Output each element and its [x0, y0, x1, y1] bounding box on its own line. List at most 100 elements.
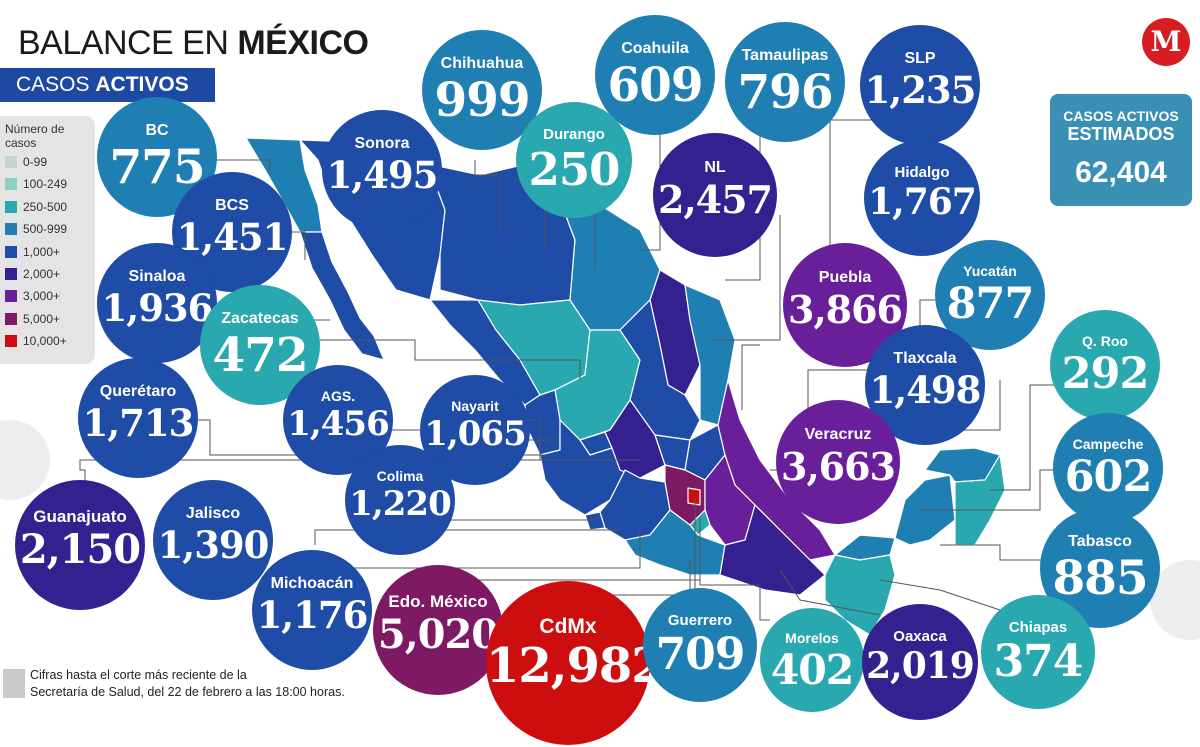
state-value: 1,176	[256, 593, 369, 637]
state-value: 796	[737, 65, 833, 120]
state-value: 709	[655, 629, 746, 680]
legend-swatch	[5, 268, 17, 280]
legend-swatch	[5, 156, 17, 168]
state-bubble: SLP 1,235	[860, 25, 980, 145]
legend-swatch	[5, 223, 17, 236]
legend-item: 1,000+	[5, 245, 60, 259]
state-value: 1,713	[82, 401, 195, 445]
state-value: 1,235	[864, 68, 977, 112]
state-name: SLP	[904, 50, 936, 67]
page-title: BALANCE EN MÉXICO	[18, 24, 369, 63]
state-name: Colima	[376, 468, 424, 484]
legend-label: 10,000+	[23, 334, 67, 349]
legend-swatch	[5, 290, 17, 303]
state-bubble: Durango 250	[516, 102, 632, 218]
state-name: Tabasco	[1068, 533, 1132, 550]
state-name: Tamaulipas	[741, 47, 829, 64]
state-bubble: Morelos 402	[760, 608, 864, 712]
footnote-marker	[3, 669, 25, 698]
state-name: Zacatecas	[221, 310, 299, 327]
estimated-label-2: ESTIMADOS	[1067, 124, 1175, 144]
map-quintana-roo	[954, 454, 1006, 546]
estimated-box: CASOS ACTIVOS ESTIMADOS 62,404	[1050, 94, 1192, 206]
state-name: Coahuila	[621, 40, 689, 57]
legend-swatch	[5, 178, 17, 191]
legend-item: 500-999	[5, 222, 67, 236]
state-value: 1,456	[287, 404, 389, 444]
state-name: Edo. México	[388, 592, 488, 611]
state-value: 1,936	[101, 286, 214, 330]
state-name: Nayarit	[451, 398, 499, 414]
state-name: Guanajuato	[33, 507, 127, 526]
legend-swatch	[5, 245, 17, 258]
state-value: 609	[607, 58, 703, 113]
state-bubble: AGS. 1,456	[283, 365, 393, 475]
state-value: 999	[434, 73, 530, 128]
state-name: Michoacán	[270, 575, 354, 592]
state-name: Yucatán	[963, 263, 1017, 279]
state-bubble: Guanajuato 2,150	[15, 480, 145, 610]
state-bubble: Tabasco 885	[1040, 508, 1160, 628]
state-value: 3,866	[788, 287, 903, 332]
state-value: 1,220	[349, 484, 451, 524]
state-name: BC	[145, 122, 169, 139]
subtitle-banner: CASOS ACTIVOS	[0, 68, 215, 102]
state-bubble: Oaxaca 2,019	[862, 604, 978, 720]
state-bubble: Guerrero 709	[643, 588, 757, 702]
state-name: Puebla	[818, 269, 872, 286]
state-bubble: Michoacán 1,176	[252, 550, 372, 670]
state-name: Oaxaca	[893, 628, 947, 645]
legend-label: 0-99	[23, 155, 48, 169]
footnote-line-2: Secretaría de Salud, del 22 de febrero a…	[30, 685, 345, 699]
legend-label: 2,000+	[23, 267, 61, 281]
state-bubble: Nayarit 1,065	[420, 375, 530, 485]
legend-item: 3,000+	[5, 289, 60, 303]
legend-item: 0-99	[5, 155, 47, 169]
legend-item: 250-500	[5, 200, 67, 214]
state-name: Hidalgo	[894, 164, 950, 181]
state-value: 250	[528, 143, 621, 196]
map-cdmx	[687, 487, 701, 506]
legend-swatch	[5, 335, 17, 348]
state-bubble: Hidalgo 1,767	[864, 140, 980, 256]
state-name: Querétaro	[99, 383, 177, 400]
state-bubble: Chiapas 374	[981, 595, 1095, 709]
title-bold: MÉXICO	[237, 24, 369, 62]
state-bubble: Veracruz 3,663	[776, 400, 900, 524]
legend-swatch	[5, 200, 17, 213]
subtitle-bold: ACTIVOS	[95, 73, 189, 96]
state-name: Sinaloa	[128, 268, 186, 285]
state-value: 775	[109, 140, 205, 195]
state-bubble: Q. Roo 292	[1050, 310, 1160, 420]
state-value: 877	[946, 279, 1035, 329]
legend-label: 3,000+	[23, 289, 61, 304]
legend-item: 5,000+	[5, 312, 60, 326]
legend-item: 100-249	[5, 177, 67, 191]
state-value: 1,495	[326, 153, 439, 197]
state-name: Chiapas	[1008, 619, 1068, 636]
legend-label: 1,000+	[23, 244, 61, 259]
state-value: 1,767	[868, 181, 977, 223]
state-bubble: Coahuila 609	[595, 15, 715, 135]
state-name: Campeche	[1072, 436, 1144, 452]
state-name: CdMx	[539, 615, 597, 638]
legend-label: 250-500	[23, 199, 68, 214]
state-value: 1,451	[176, 215, 289, 259]
state-name: Guerrero	[667, 612, 733, 629]
map-slp	[619, 299, 701, 441]
state-bubble: Edo. México 5,020	[373, 565, 503, 695]
title-light: BALANCE EN	[18, 24, 229, 62]
state-value: 12,982	[486, 638, 650, 694]
map-baja-california-sur	[299, 231, 385, 361]
state-bubble: Sinaloa 1,936	[97, 243, 217, 363]
legend-swatch	[5, 312, 17, 325]
state-value: 472	[212, 328, 308, 383]
estimated-label-1: CASOS ACTIVOS	[1063, 108, 1179, 124]
legend-item: 2,000+	[5, 267, 60, 281]
state-value: 1,498	[869, 368, 982, 412]
estimated-value: 62,404	[1075, 156, 1167, 189]
state-name: Chihuahua	[440, 55, 524, 72]
state-bubble: Campeche 602	[1053, 413, 1163, 523]
state-name: Q. Roo	[1082, 333, 1128, 349]
